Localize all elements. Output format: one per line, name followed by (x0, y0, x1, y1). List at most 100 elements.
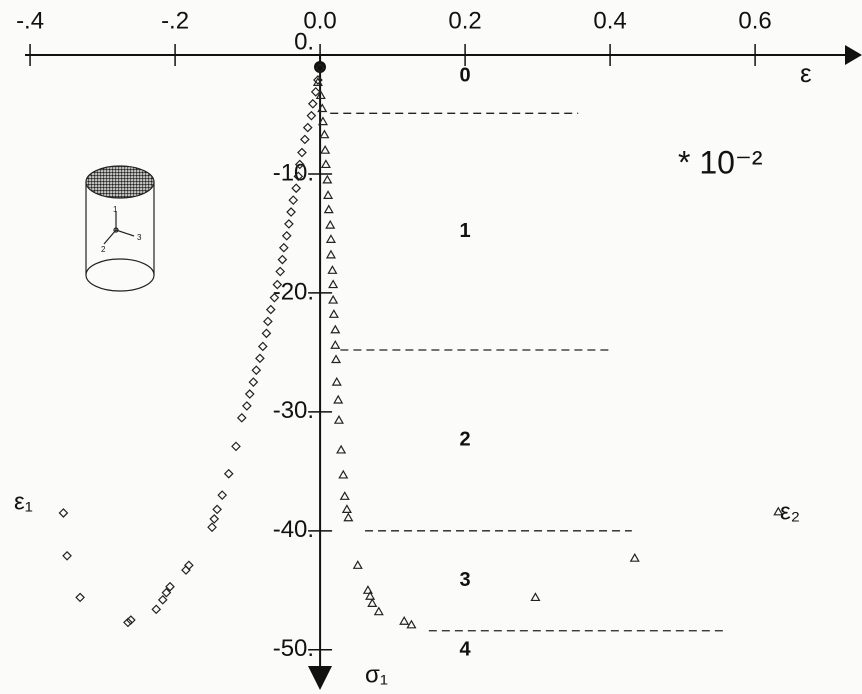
triangle-point (325, 219, 336, 229)
diamond-point (307, 98, 318, 109)
triangle-point (373, 606, 384, 616)
y-tick-label: -10. (273, 159, 314, 186)
triangle-point (312, 77, 323, 86)
diamond-point (294, 159, 305, 170)
diamond-point (242, 401, 252, 411)
x-tick-label: -.4 (16, 7, 44, 34)
diamond-point (278, 242, 289, 253)
triangle-point (341, 504, 352, 514)
y-tick-label: -40. (273, 516, 314, 543)
diamond-point (310, 87, 321, 97)
zone-label: 3 (460, 569, 471, 591)
y-tick-label: -30. (273, 397, 314, 424)
diamond-point (297, 147, 307, 158)
diamond-point (207, 522, 217, 533)
zone-label: 0 (460, 64, 471, 86)
diamond-point (255, 353, 265, 364)
triangle-point (773, 506, 784, 516)
x-tick-label: 0.2 (448, 7, 481, 34)
triangle-point (406, 619, 417, 629)
x-axis-label: ε (800, 58, 812, 88)
triangle-point (331, 354, 342, 364)
triangle-point (325, 234, 336, 243)
diamond-point (263, 316, 273, 327)
inset-label: 3 (137, 233, 142, 242)
diamond-point (286, 207, 296, 217)
y-axis-arrow (308, 666, 332, 690)
diamond-point (251, 365, 262, 376)
diamond-point (248, 377, 259, 387)
triangle-point (331, 376, 342, 386)
diamond-point (284, 219, 294, 229)
triangle-point (328, 294, 339, 304)
zone-label: 2 (460, 429, 471, 451)
triangle-point (399, 616, 410, 625)
triangle-point (333, 394, 344, 404)
inset-cylinder (85, 165, 155, 292)
diamond-point (212, 504, 222, 515)
triangle-point (330, 324, 341, 334)
diamond-point (265, 304, 276, 315)
zone-label: 1 (460, 220, 471, 242)
y-tick-label: 0. (294, 28, 314, 55)
diamond-point (275, 266, 286, 277)
diamond-point (157, 594, 168, 605)
diamond-point (223, 468, 234, 479)
diamond-point (291, 183, 302, 194)
triangle-point (629, 552, 640, 562)
inset-label: 2 (101, 245, 106, 254)
diamond-point (315, 63, 325, 73)
diamond-point (184, 560, 194, 571)
triangle-point (317, 116, 329, 126)
diamond-point (269, 292, 280, 303)
triangle-point (365, 591, 376, 600)
x-tick-label: -.2 (161, 7, 189, 34)
diamond-point (151, 604, 162, 615)
triangle-point (317, 103, 328, 113)
diamond-point (261, 328, 272, 339)
diamond-point (236, 412, 247, 423)
diamond-point (165, 581, 175, 592)
diamond-point (209, 514, 220, 524)
diamond-point (123, 617, 133, 628)
diamond-point (288, 195, 299, 205)
diamond-point (272, 279, 283, 290)
triangle-point (315, 90, 326, 100)
diamond-point (300, 134, 310, 145)
diamond-point (62, 550, 72, 561)
diamond-point (277, 254, 288, 265)
triangle-point (323, 204, 334, 214)
diamond-point (161, 587, 172, 598)
y-tick-label: -50. (273, 635, 314, 662)
triangle-point (320, 159, 331, 169)
diamond-point (75, 592, 85, 603)
series-label: ε₁ (14, 488, 33, 515)
diamond-point (281, 230, 292, 241)
diamond-point (313, 75, 323, 85)
diamond-point (257, 341, 268, 352)
triangle-point (362, 585, 373, 594)
triangle-point (343, 512, 354, 522)
diamond-point (306, 110, 317, 121)
diamond-point (244, 389, 255, 399)
triangle-point (322, 174, 333, 184)
triangle-point (328, 309, 339, 318)
triangle-point (530, 592, 541, 602)
diamond-point (217, 490, 228, 500)
diamond-point (58, 508, 69, 518)
x-tick-label: 0.4 (593, 7, 626, 34)
triangle-point (320, 144, 331, 154)
diamond-point (181, 565, 191, 575)
diamond-point (231, 441, 241, 452)
triangle-point (325, 249, 336, 259)
x-tick-label: 0.6 (738, 7, 771, 34)
triangle-point (333, 414, 344, 424)
x-axis-arrow (845, 45, 862, 65)
triangle-point (328, 279, 339, 289)
scale-multiplier: * 10⁻² (678, 144, 763, 180)
triangle-point (367, 598, 378, 607)
triangle-point (323, 190, 334, 199)
triangle-point (330, 340, 341, 349)
y-axis-label: σ₁ (365, 661, 388, 688)
